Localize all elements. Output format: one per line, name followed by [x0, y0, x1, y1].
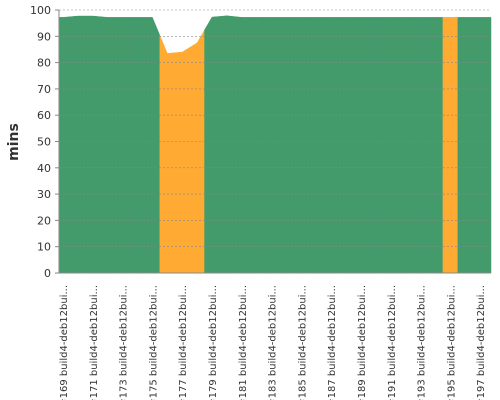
area-segment [383, 17, 399, 274]
area-segment [129, 17, 146, 274]
x-tick-label: #171 build4-deb12bui... [89, 285, 100, 400]
area-segment [293, 17, 310, 274]
area-segment [70, 15, 86, 274]
area-segment [234, 16, 250, 274]
x-tick-label: #197 build4-deb12bui... [476, 285, 487, 400]
x-tick-label: #179 build4-deb12bui... [208, 285, 219, 400]
area-segment [100, 16, 116, 274]
y-tick-label: 10 [37, 241, 51, 254]
y-tick-label: 90 [37, 30, 51, 43]
y-tick-label: 0 [44, 267, 51, 280]
area-segment [219, 15, 235, 274]
area-segment [263, 17, 280, 274]
y-tick-label: 70 [37, 83, 51, 96]
area-segment [412, 17, 429, 274]
x-tick-label: #169 build4-deb12bui... [59, 285, 70, 400]
area-segment [457, 17, 473, 274]
area-segment [249, 17, 265, 274]
x-tick-label: #175 build4-deb12bui... [148, 285, 159, 400]
area-segment [204, 16, 220, 274]
area-segment [159, 35, 175, 274]
area-segment [368, 17, 384, 274]
x-tick-label: #177 build4-deb12bui... [178, 285, 189, 400]
x-tick-label: #195 build4-deb12bui... [446, 285, 457, 400]
y-axis-label: mins [6, 123, 22, 161]
area-segment [442, 17, 459, 274]
area-segment [427, 17, 444, 274]
area-segment [278, 17, 295, 274]
x-tick-label: #173 build4-deb12bui... [119, 285, 130, 400]
area-segment [58, 16, 71, 274]
y-tick-label: 80 [37, 57, 51, 70]
area-segment [308, 17, 324, 274]
area-segment [144, 17, 161, 274]
x-tick-label: #191 build4-deb12bui... [387, 285, 398, 400]
x-tick-label: #181 build4-deb12bui... [238, 285, 249, 400]
x-tick-label: #185 build4-deb12bui... [297, 285, 308, 400]
x-tick-label: #193 build4-deb12bui... [417, 285, 428, 400]
x-tick-label: #183 build4-deb12bui... [268, 285, 279, 400]
y-tick-label: 100 [30, 4, 51, 17]
y-tick-label: 30 [37, 188, 51, 201]
area-segment [398, 17, 414, 274]
area-segment [323, 17, 339, 274]
y-tick-label: 60 [37, 109, 51, 122]
y-tick-label: 40 [37, 162, 51, 175]
area-segment [174, 47, 190, 274]
area-segment [114, 17, 131, 274]
x-tick-label: #187 build4-deb12bui... [327, 285, 338, 400]
area-segment [189, 29, 205, 274]
area-segment [338, 17, 354, 274]
y-tick-label: 50 [37, 136, 51, 149]
y-tick-label: 20 [37, 214, 51, 227]
x-tick-label: #189 build4-deb12bui... [357, 285, 368, 400]
area-segment [472, 17, 492, 274]
area-segment [353, 17, 369, 274]
area-segment [85, 15, 101, 274]
